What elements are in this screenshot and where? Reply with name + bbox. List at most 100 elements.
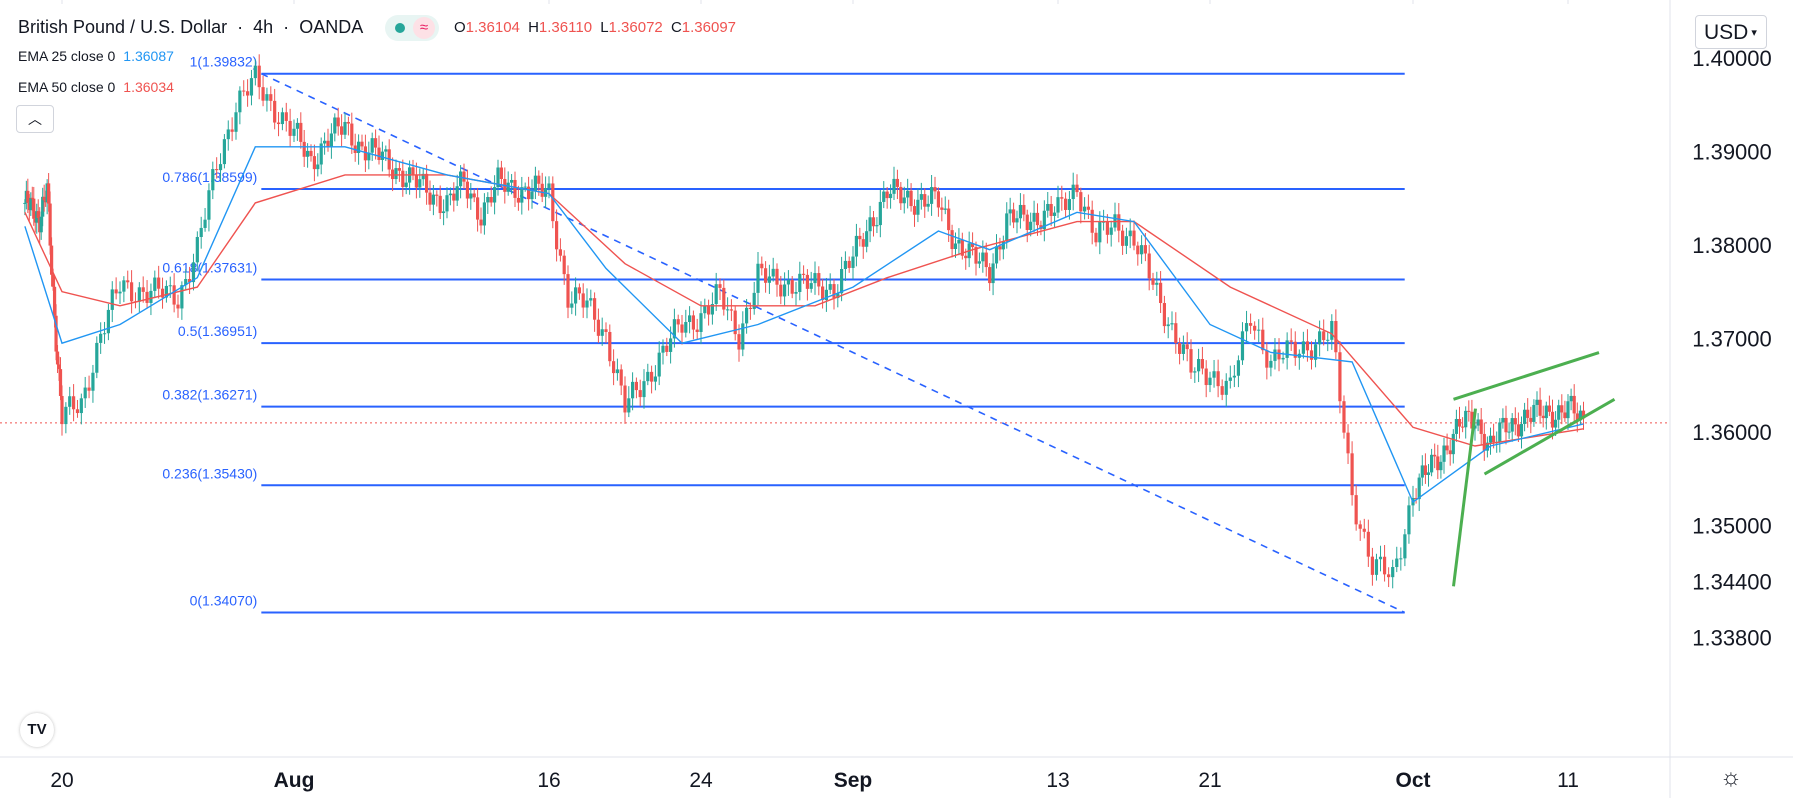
candle-body bbox=[574, 287, 578, 304]
candle-body bbox=[26, 190, 30, 203]
candle-body bbox=[60, 395, 64, 425]
candle-body bbox=[1358, 524, 1362, 529]
price-tick-label: 1.34400 bbox=[1692, 570, 1772, 595]
currency-button[interactable]: USD ▾ bbox=[1695, 15, 1767, 49]
candle-body bbox=[1155, 282, 1159, 285]
price-tick-label: 1.37000 bbox=[1692, 327, 1772, 352]
candle-body bbox=[1159, 282, 1163, 304]
candle-body bbox=[699, 313, 703, 332]
candle-body bbox=[589, 298, 593, 301]
candle-body bbox=[180, 285, 184, 309]
candle-body bbox=[627, 398, 631, 413]
candle-body bbox=[923, 194, 927, 207]
candle-body bbox=[506, 182, 510, 192]
candle-body bbox=[540, 183, 544, 197]
candle-body bbox=[1079, 192, 1083, 212]
candle-body bbox=[246, 91, 250, 96]
candle-body bbox=[265, 94, 269, 101]
candle-body bbox=[581, 293, 585, 308]
chevron-down-icon: ▾ bbox=[1751, 27, 1757, 40]
collapse-legend-button[interactable]: ︿ bbox=[16, 105, 54, 133]
candle-body bbox=[657, 352, 661, 377]
market-status-badge[interactable]: ≈ bbox=[385, 15, 439, 41]
open-value: 1.36104 bbox=[465, 19, 520, 36]
candle-body bbox=[323, 140, 327, 144]
candle-body bbox=[1224, 380, 1228, 395]
candle-body bbox=[650, 371, 654, 382]
candle-body bbox=[445, 195, 449, 212]
candle-body bbox=[203, 219, 207, 228]
candle-body bbox=[1354, 495, 1358, 525]
candle-body bbox=[919, 194, 923, 200]
candle-body bbox=[1382, 556, 1387, 575]
candle-body bbox=[1581, 410, 1586, 419]
candle-body bbox=[726, 309, 730, 311]
candle-body bbox=[52, 286, 57, 316]
candle-body bbox=[472, 193, 476, 198]
candle-body bbox=[36, 211, 40, 219]
candle-body bbox=[130, 282, 134, 302]
candle-body bbox=[1403, 534, 1407, 559]
candle-body bbox=[316, 164, 320, 170]
tradingview-logo[interactable]: TV bbox=[20, 713, 54, 747]
candle-body bbox=[496, 167, 500, 188]
candle-body bbox=[1426, 472, 1431, 475]
candle-body bbox=[1265, 350, 1269, 368]
candle-body bbox=[91, 372, 95, 391]
candle-body bbox=[1094, 232, 1098, 243]
candle-body bbox=[1423, 465, 1427, 475]
candle-body bbox=[688, 315, 692, 322]
candle-body bbox=[718, 284, 722, 288]
candle-body bbox=[377, 147, 381, 160]
candle-body bbox=[854, 235, 859, 257]
candle-body bbox=[562, 255, 566, 275]
candle-body bbox=[1578, 410, 1582, 421]
candle-body bbox=[360, 141, 364, 147]
interval-label[interactable]: 4h bbox=[253, 17, 274, 37]
candle-body bbox=[551, 183, 555, 222]
candle-body bbox=[253, 65, 257, 79]
fib-level-label: 0(1.34070) bbox=[190, 592, 258, 608]
candle-body bbox=[476, 197, 480, 220]
candle-body bbox=[230, 129, 234, 132]
candle-body bbox=[790, 279, 794, 294]
candle-body bbox=[482, 202, 486, 226]
candle-body bbox=[1083, 206, 1087, 212]
ema25-legend[interactable]: EMA 25 close 0 1.36087 bbox=[18, 48, 174, 64]
time-tick-label: 24 bbox=[689, 769, 713, 792]
candle-body bbox=[172, 285, 176, 305]
candle-body bbox=[608, 331, 612, 362]
ema50-legend[interactable]: EMA 50 close 0 1.36034 bbox=[18, 79, 174, 95]
candle-body bbox=[1560, 405, 1564, 413]
ema25-line bbox=[24, 146, 1584, 504]
candle-body bbox=[665, 345, 669, 352]
candle-body bbox=[909, 190, 913, 207]
fib-level-label: 1(1.39832) bbox=[190, 54, 258, 70]
fib-level-label: 0.786(1.38599) bbox=[162, 169, 257, 185]
candle-body bbox=[707, 306, 711, 315]
candle-body bbox=[1178, 343, 1182, 354]
candle-body bbox=[1244, 323, 1249, 332]
candle-body bbox=[684, 321, 688, 333]
candle-body bbox=[176, 304, 180, 309]
gear-icon[interactable]: ☼ bbox=[1720, 764, 1742, 791]
candle-body bbox=[1470, 411, 1474, 429]
time-tick-label: Sep bbox=[834, 769, 873, 792]
candle-body bbox=[729, 309, 733, 311]
candle-body bbox=[438, 195, 442, 214]
candle-body bbox=[1105, 221, 1109, 235]
candle-body bbox=[1162, 303, 1166, 327]
high-value: 1.36110 bbox=[538, 19, 593, 36]
candle-body bbox=[164, 285, 168, 298]
candle-body bbox=[1563, 412, 1567, 419]
candle-body bbox=[160, 288, 165, 298]
candle-body bbox=[1228, 377, 1232, 381]
time-tick-label: Oct bbox=[1395, 769, 1430, 792]
candle-body bbox=[1008, 209, 1012, 214]
candle-body bbox=[1136, 245, 1140, 255]
time-tick-label: 11 bbox=[1557, 769, 1579, 792]
price-tick-label: 1.35000 bbox=[1692, 514, 1772, 539]
candle-body bbox=[940, 207, 944, 210]
candle-body bbox=[805, 274, 809, 289]
